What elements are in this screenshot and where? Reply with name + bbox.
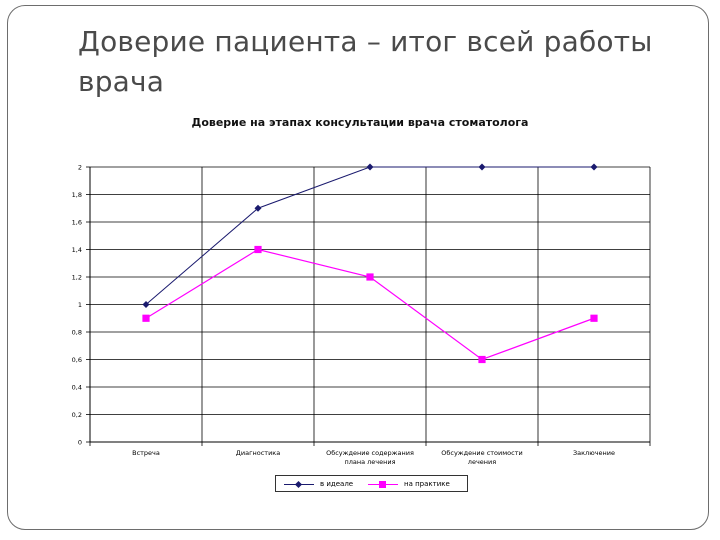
data-point-diamond [254, 204, 262, 212]
data-point-diamond [142, 301, 150, 308]
y-tick-label: 1 [78, 301, 82, 309]
y-tick-label: 0 [78, 439, 82, 447]
data-point-square [478, 355, 486, 364]
series-line-0 [145, 166, 594, 305]
data-point-square [590, 314, 598, 322]
legend-label-ideal: в идеале [320, 480, 354, 488]
data-point-diamond [590, 163, 598, 171]
y-tick-label: 0,6 [72, 356, 82, 364]
x-category-label: лечения [468, 458, 496, 466]
data-point-diamond [478, 163, 486, 171]
y-tick-label: 1,6 [72, 219, 82, 227]
x-category-label: Обсуждение содержания [326, 449, 414, 457]
x-category-label: Обсуждение стоимости [441, 449, 522, 457]
legend-label-practice: на практике [404, 480, 450, 488]
slide-title-line-1: Доверие пациента – итог всей работы [78, 25, 653, 58]
y-tick-label: 0,2 [72, 411, 82, 419]
y-tick-label: 0,8 [72, 329, 82, 337]
legend-diamond-marker-icon [294, 480, 303, 489]
data-point-diamond [366, 163, 374, 171]
data-point-square [142, 314, 150, 322]
x-category-label: плана лечения [344, 458, 395, 466]
x-category-label: Заключение [573, 449, 615, 457]
x-category-label: Диагностика [236, 449, 280, 457]
y-tick-label: 2 [78, 164, 82, 172]
chart-title: Доверие на этапах консультации врача сто… [191, 116, 529, 129]
data-point-square [254, 245, 262, 254]
legend-square-marker-icon [379, 481, 386, 488]
y-tick-label: 1,4 [72, 246, 82, 254]
x-category-label: Встреча [132, 449, 160, 457]
y-tick-label: 0,4 [72, 384, 82, 392]
y-tick-label: 1,2 [72, 274, 82, 282]
data-point-square [366, 273, 374, 281]
chart-legend: в идеале на практике [275, 475, 468, 492]
slide-title: Доверие пациента – итог всей работы врач… [78, 22, 678, 102]
y-tick-label: 1,8 [72, 191, 82, 199]
slide-title-line-2: врача [78, 65, 165, 98]
